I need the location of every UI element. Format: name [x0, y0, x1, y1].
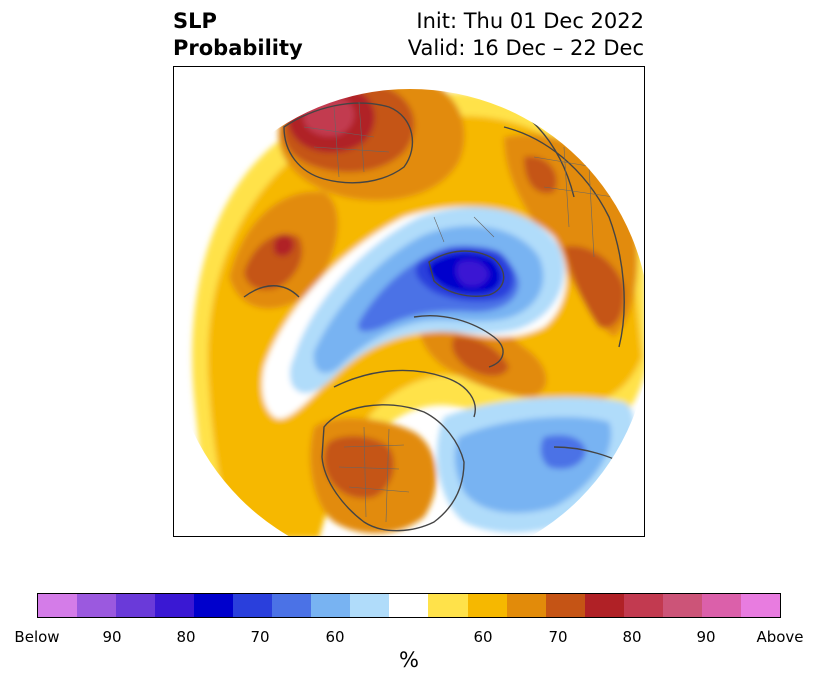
colorbar-tick-label: 70	[548, 628, 568, 646]
colorbar	[37, 593, 781, 618]
shaded-probability	[174, 89, 644, 536]
colorbar-segment	[311, 594, 351, 617]
colorbar-segment	[38, 594, 78, 617]
colorbar-segment	[467, 594, 507, 617]
polar-map	[173, 66, 645, 537]
init-date: Init: Thu 01 Dec 2022	[416, 9, 644, 33]
title-variable: SLP	[173, 9, 217, 33]
political-borders	[303, 101, 615, 523]
colorbar-tick-label: 90	[696, 628, 716, 646]
colorbar-tick-label: 60	[325, 628, 345, 646]
colorbar-segment	[194, 594, 234, 617]
probability-field	[174, 89, 644, 536]
colorbar-segment	[506, 594, 546, 617]
colorbar-tick-label: 70	[250, 628, 270, 646]
colorbar-tick-label: 80	[622, 628, 642, 646]
colorbar-tick-label: Above	[756, 628, 804, 646]
colorbar-segment	[116, 594, 156, 617]
colorbar-segment	[350, 594, 390, 617]
title-metric: Probability	[173, 36, 303, 60]
colorbar-segment	[740, 594, 780, 617]
colorbar-segment	[389, 594, 429, 617]
colorbar-segment	[701, 594, 741, 617]
colorbar-segment	[77, 594, 117, 617]
colorbar-segment	[272, 594, 312, 617]
colorbar-segment	[623, 594, 663, 617]
colorbar-segment	[584, 594, 624, 617]
map-title: SLP Probability	[173, 8, 303, 62]
colorbar-segment	[233, 594, 273, 617]
colorbar-unit: %	[399, 648, 419, 672]
colorbar-tick-label: Below	[14, 628, 60, 646]
colorbar-segment	[428, 594, 468, 617]
colorbar-tick-label: 90	[102, 628, 122, 646]
colorbar-segment	[662, 594, 702, 617]
valid-range: Valid: 16 Dec – 22 Dec	[407, 36, 644, 60]
map-subtitle: Init: Thu 01 Dec 2022 Valid: 16 Dec – 22…	[408, 8, 644, 62]
colorbar-tick-label: 80	[176, 628, 196, 646]
colorbar-segment	[155, 594, 195, 617]
colorbar-segment	[545, 594, 585, 617]
colorbar-tick-label: 60	[473, 628, 493, 646]
